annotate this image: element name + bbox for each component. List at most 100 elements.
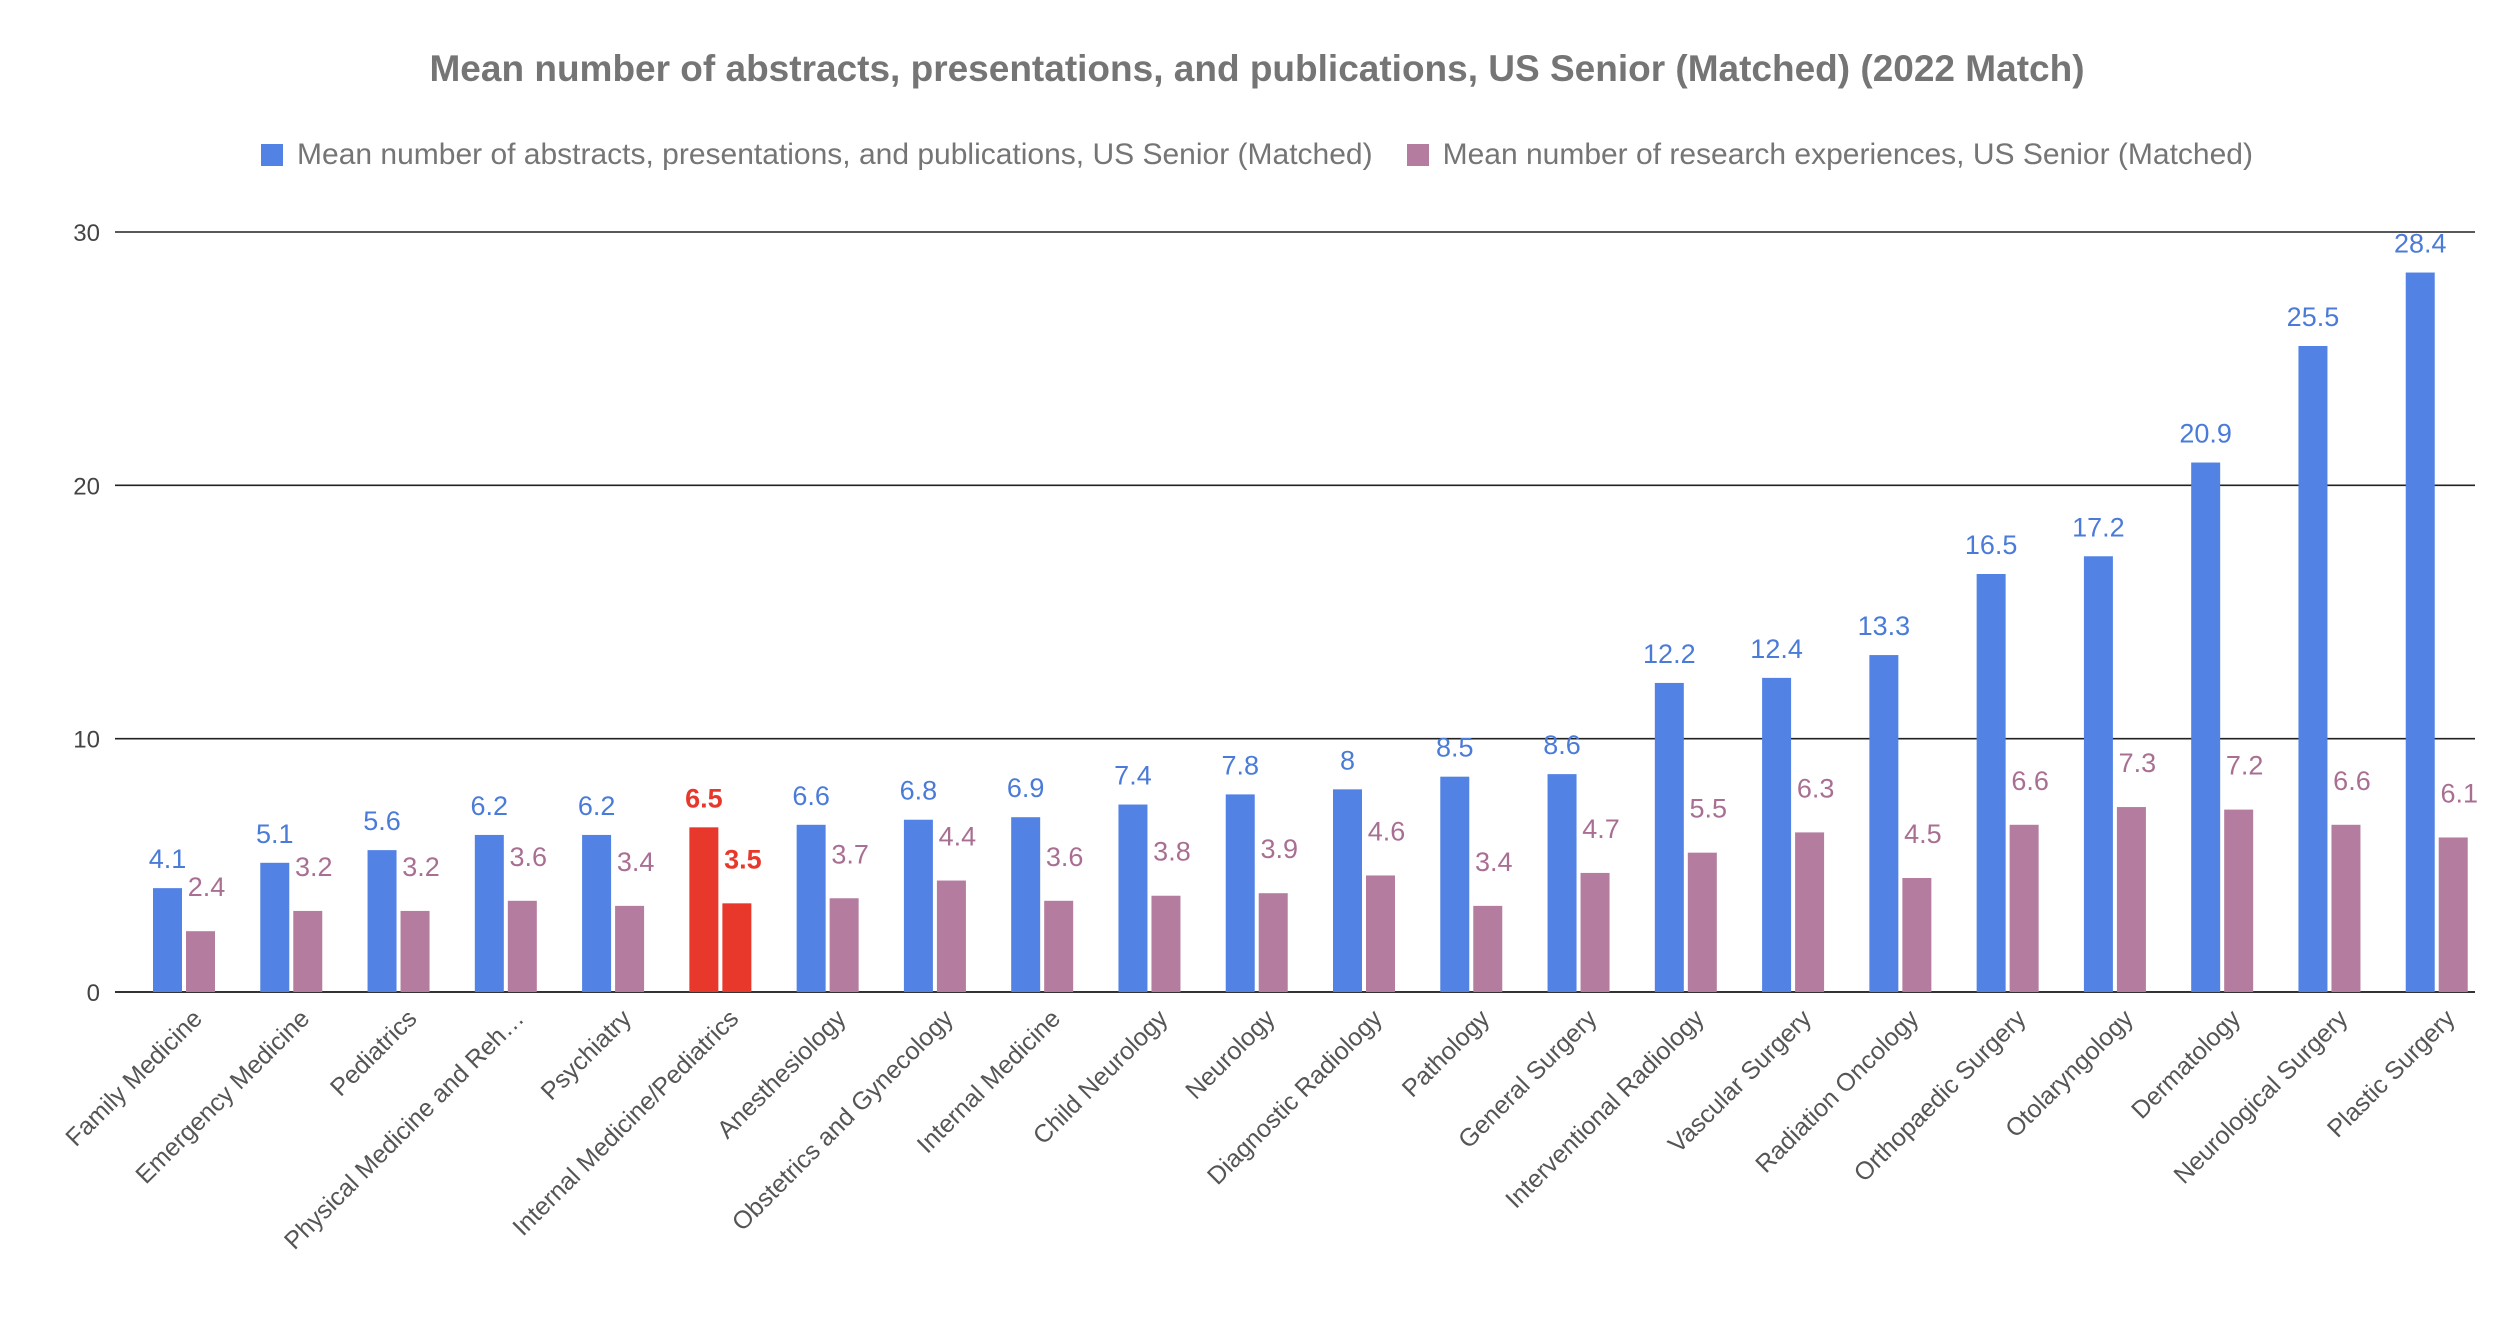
bar xyxy=(1366,875,1395,992)
bar xyxy=(615,905,645,992)
bar xyxy=(1473,905,1503,992)
category-label: Pediatrics xyxy=(325,1004,422,1101)
category-label: Interventional Radiology xyxy=(1500,1004,1710,1214)
bar xyxy=(936,880,966,992)
bar xyxy=(2083,556,2113,992)
data-label: 12.4 xyxy=(1750,634,1803,664)
y-tick-label: 20 xyxy=(73,473,100,500)
data-label: 4.1 xyxy=(149,844,187,874)
category-label: Emergency Medicine xyxy=(130,1004,315,1189)
bar xyxy=(1902,878,1932,992)
legend-label-abstracts: Mean number of abstracts, presentations,… xyxy=(297,138,1373,171)
data-label: 3.2 xyxy=(295,852,333,882)
data-label: 3.6 xyxy=(510,842,548,872)
data-label: 3.8 xyxy=(1153,837,1191,867)
category-label: Obstetrics and Gynecology xyxy=(727,1004,959,1236)
chart-title: Mean number of abstracts, presentations,… xyxy=(429,48,2085,89)
category-label: Neurological Surgery xyxy=(2168,1004,2353,1189)
bar xyxy=(2116,807,2146,992)
data-label: 3.7 xyxy=(831,839,869,869)
data-label: 4.5 xyxy=(1904,819,1942,849)
bar xyxy=(1011,817,1041,992)
y-tick-label: 30 xyxy=(73,220,100,247)
bar xyxy=(367,850,397,992)
bar xyxy=(2331,824,2361,992)
data-label: 25.5 xyxy=(2287,302,2340,332)
bar xyxy=(1258,893,1288,992)
bar xyxy=(1118,804,1148,992)
data-label: 6.6 xyxy=(2333,766,2371,796)
data-label: 5.5 xyxy=(1690,794,1728,824)
category-label: Neurology xyxy=(1180,1004,1281,1105)
bar xyxy=(796,824,826,992)
data-label: 7.4 xyxy=(1114,761,1152,791)
bar xyxy=(1762,677,1792,992)
data-label: 20.9 xyxy=(2179,419,2232,449)
data-label: 28.4 xyxy=(2394,229,2447,259)
bar xyxy=(1225,794,1255,992)
data-label: 6.1 xyxy=(2440,778,2478,808)
bar xyxy=(400,910,430,992)
legend-item-abstracts[interactable]: Mean number of abstracts, presentations,… xyxy=(261,138,1373,172)
data-label: 6.3 xyxy=(1797,773,1835,803)
legend-item-research[interactable]: Mean number of research experiences, US … xyxy=(1406,138,2253,172)
bar xyxy=(903,819,933,992)
y-tick-label: 0 xyxy=(87,980,100,1007)
bar xyxy=(1976,574,2006,992)
data-label: 6.6 xyxy=(2011,766,2049,796)
data-label: 6.9 xyxy=(1007,773,1045,803)
category-label: Internal Medicine/Pediatrics xyxy=(507,1004,744,1241)
bar xyxy=(1547,774,1577,992)
y-tick-label: 10 xyxy=(73,727,100,754)
data-label: 3.5 xyxy=(724,844,762,874)
category-label: Pathology xyxy=(1397,1004,1496,1103)
data-label: 4.6 xyxy=(1368,816,1406,846)
data-label: 12.2 xyxy=(1643,639,1696,669)
bar xyxy=(260,862,290,992)
bar xyxy=(1151,895,1181,992)
category-label: Diagnostic Radiology xyxy=(1202,1004,1388,1190)
data-label: 6.5 xyxy=(685,783,723,813)
data-label: 3.4 xyxy=(1475,847,1513,877)
data-label: 5.1 xyxy=(256,819,294,849)
data-label: 2.4 xyxy=(188,872,226,902)
bar xyxy=(1795,832,1825,992)
data-label: 7.8 xyxy=(1221,750,1259,780)
bar xyxy=(1687,852,1717,992)
category-label: Dermatology xyxy=(2126,1004,2246,1124)
bar xyxy=(1580,872,1610,992)
data-label: 4.4 xyxy=(939,822,977,852)
data-label: 3.6 xyxy=(1046,842,1084,872)
legend-swatch-abstracts xyxy=(261,144,284,166)
bar xyxy=(474,834,504,992)
data-label: 6.2 xyxy=(578,791,616,821)
bar xyxy=(186,931,215,992)
data-label: 6.8 xyxy=(900,776,938,806)
bar xyxy=(2298,346,2328,992)
bar xyxy=(829,898,859,992)
data-label: 7.3 xyxy=(2119,748,2157,778)
data-label: 8.6 xyxy=(1543,730,1581,760)
bar xyxy=(153,888,182,992)
bar xyxy=(1333,789,1362,992)
bar xyxy=(1440,776,1470,992)
bar xyxy=(1654,682,1684,992)
bar xyxy=(2191,462,2221,992)
data-label: 13.3 xyxy=(1858,611,1911,641)
category-label: Psychiatry xyxy=(536,1004,638,1106)
data-label: 17.2 xyxy=(2072,512,2125,542)
data-label: 8 xyxy=(1340,745,1355,775)
bar xyxy=(722,903,752,992)
bar xyxy=(582,834,612,992)
bar xyxy=(2405,272,2435,992)
data-label: 3.2 xyxy=(402,852,440,882)
bar xyxy=(689,827,719,992)
bar xyxy=(2009,824,2039,992)
data-label: 3.4 xyxy=(617,847,655,877)
bar xyxy=(2224,809,2254,992)
bar xyxy=(1044,900,1074,992)
data-label: 6.6 xyxy=(792,781,830,811)
data-label: 16.5 xyxy=(1965,530,2018,560)
data-label: 3.9 xyxy=(1260,834,1298,864)
